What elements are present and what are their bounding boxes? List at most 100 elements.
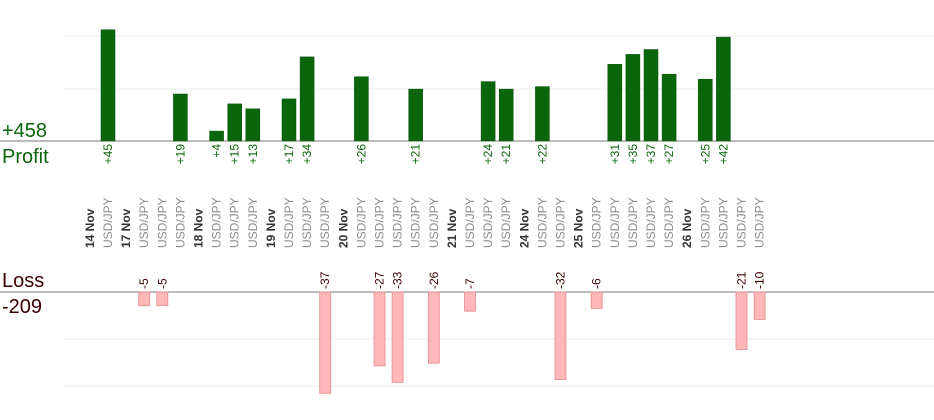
loss-value-label: -21 — [735, 271, 749, 289]
pair-label: USD/JPY — [391, 197, 405, 248]
profit-bar — [209, 130, 224, 142]
profit-bar — [299, 56, 315, 142]
profit-value-label: +15 — [228, 144, 242, 165]
profit-value-label: +24 — [481, 144, 495, 165]
profit-series — [100, 29, 731, 142]
date-label: 20 Nov — [336, 208, 350, 248]
pair-label: USD/JPY — [137, 197, 151, 248]
profit-bar — [716, 36, 731, 142]
profit-value-label: +19 — [173, 144, 187, 165]
pair-label: USD/JPY — [535, 197, 549, 248]
profit-value-label: +45 — [101, 144, 115, 165]
profit-label: Profit — [2, 146, 49, 168]
pair-label: USD/JPY — [210, 197, 224, 248]
pair-label: USD/JPY — [228, 197, 242, 248]
profit-value-label: +31 — [608, 144, 622, 165]
pair-label: USD/JPY — [173, 197, 187, 248]
loss-bar — [391, 291, 404, 383]
date-label: 26 Nov — [680, 208, 694, 248]
date-label: 25 Nov — [572, 208, 586, 248]
loss-value-label: -5 — [137, 278, 151, 289]
loss-value-label: -32 — [554, 271, 568, 289]
profit-total: +458 — [2, 120, 47, 142]
loss-bar — [464, 291, 476, 312]
loss-value-label: -33 — [391, 271, 405, 289]
date-label: 21 Nov — [445, 208, 459, 248]
loss-bar — [156, 291, 169, 307]
pair-label: USD/JPY — [735, 197, 749, 248]
date-labels: 14 Nov 17 Nov 18 Nov 19 Nov 20 Nov 21 Nov 24 N… — [83, 208, 694, 248]
profit-value-label: +35 — [626, 144, 640, 165]
loss-bar — [590, 291, 603, 309]
profit-bar — [698, 78, 713, 142]
pair-label: USD/JPY — [427, 197, 441, 248]
loss-bar — [427, 291, 440, 364]
pair-label: USD/JPY — [499, 197, 513, 248]
pair-label: USD/JPY — [698, 197, 712, 248]
loss-bar — [735, 291, 748, 350]
pair-label: USD/JPY — [101, 197, 115, 248]
loss-value-label: -27 — [373, 271, 387, 289]
profit-bar — [607, 64, 623, 142]
profit-value-label: +21 — [499, 144, 513, 165]
profit-bar — [661, 73, 677, 142]
profit-bar — [100, 29, 116, 142]
profit-value-label: +34 — [300, 144, 314, 165]
profit-bar — [535, 86, 550, 142]
profit-value-label: +25 — [698, 144, 712, 165]
profit-bar — [227, 103, 242, 142]
profit-value-label: +4 — [210, 144, 224, 158]
pair-label: USD/JPY — [282, 197, 296, 248]
date-label: 17 Nov — [119, 208, 133, 248]
profit-bar — [173, 93, 188, 142]
pair-label: USD/JPY — [463, 197, 477, 248]
pair-label: USD/JPY — [246, 197, 260, 248]
pair-label: USD/JPY — [554, 197, 568, 248]
loss-label: Loss — [2, 270, 44, 292]
profit-value-label: +17 — [282, 144, 296, 165]
profit-value-label: +22 — [535, 144, 549, 165]
pair-label: USD/JPY — [608, 197, 622, 248]
pair-label: USD/JPY — [644, 197, 658, 248]
profit-bar — [281, 98, 297, 142]
profit-bar — [643, 49, 659, 142]
profit-bar — [480, 81, 496, 142]
pair-label: USD/JPY — [373, 197, 387, 248]
profit-bar — [625, 54, 641, 142]
loss-bar — [753, 291, 766, 320]
loss-bar — [373, 291, 386, 367]
loss-series — [138, 291, 766, 394]
pair-label: USD/JPY — [662, 197, 676, 248]
profit-value-label: +26 — [354, 144, 368, 165]
loss-value-label: -37 — [318, 271, 332, 289]
profit-value-label: +42 — [716, 144, 730, 165]
loss-value-label: -7 — [463, 278, 477, 289]
loss-bar — [319, 291, 332, 394]
profit-value-label: +27 — [662, 144, 676, 165]
pair-label: USD/JPY — [626, 197, 640, 248]
pair-label: USD/JPY — [716, 197, 730, 248]
loss-value-label: -26 — [427, 271, 441, 289]
loss-value-labels: -5 -5 -37 -27 -33 -26 -7 -32 -6 -21 -10 — [137, 271, 766, 289]
profit-value-label: +13 — [246, 144, 260, 165]
profit-value-labels: +45 +19 +4 +15 +13 +17 +34 +26 +21 +24 +21 +22 +31 +3… — [101, 144, 730, 165]
pair-label: USD/JPY — [300, 197, 314, 248]
profit-bar — [408, 88, 423, 142]
loss-total: -209 — [2, 296, 42, 318]
loss-value-label: -10 — [753, 271, 767, 289]
pair-label: USD/JPY — [753, 197, 767, 248]
pair-label: USD/JPY — [155, 197, 169, 248]
pair-label: USD/JPY — [318, 197, 332, 248]
date-label: 19 Nov — [264, 208, 278, 248]
pair-label: USD/JPY — [409, 197, 423, 248]
date-label: 18 Nov — [192, 208, 206, 248]
profit-bar — [245, 108, 261, 142]
loss-value-label: -5 — [155, 278, 169, 289]
pair-label: USD/JPY — [481, 197, 495, 248]
grid-lines — [64, 35, 934, 387]
loss-value-label: -6 — [590, 278, 604, 289]
date-label: 24 Nov — [517, 208, 531, 248]
profit-value-label: +21 — [409, 144, 423, 165]
pair-label: USD/JPY — [354, 197, 368, 248]
